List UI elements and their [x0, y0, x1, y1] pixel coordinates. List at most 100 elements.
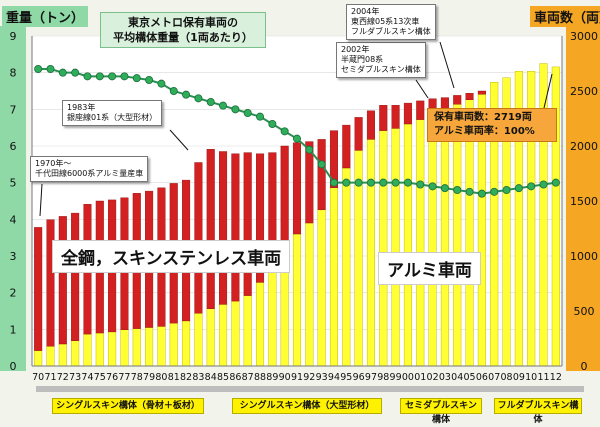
weight-point	[194, 94, 203, 103]
x-tick-label: 82	[180, 372, 192, 383]
x-tick-label: 86	[229, 372, 241, 383]
left-tick-label: 9	[10, 30, 17, 43]
alu-bar	[95, 332, 104, 367]
note-1983: 1983年 銀座線01系（大型形材）	[62, 100, 163, 126]
phase-label-3: セミダブルスキン構体	[400, 398, 482, 425]
steel-bar	[366, 110, 375, 140]
alu-bar	[329, 187, 338, 367]
alu-bar	[379, 130, 388, 367]
x-tick-label: 97	[365, 372, 377, 383]
weight-point	[71, 68, 80, 77]
phase-arrow-3	[398, 386, 484, 392]
x-tick-label: 01	[414, 372, 426, 383]
x-tick-label: 08	[500, 372, 512, 383]
steel-bar	[391, 105, 400, 129]
x-tick-label: 88	[254, 372, 266, 383]
weight-point	[477, 189, 486, 198]
weight-point	[34, 65, 43, 74]
x-tick-label: 85	[217, 372, 229, 383]
weight-point	[206, 98, 215, 107]
weight-point	[280, 127, 289, 136]
summary-line-1: 保有車両数：2719両	[434, 112, 532, 123]
alu-bar	[268, 271, 277, 367]
weight-point	[182, 90, 191, 99]
x-tick-label: 70	[32, 372, 44, 383]
right-tick-label: 3000	[570, 30, 598, 43]
right-tick-label: 0	[581, 360, 588, 373]
alu-bar	[391, 128, 400, 367]
alu-bar	[416, 119, 425, 367]
steel-bar	[206, 149, 215, 310]
weight-point	[514, 184, 523, 193]
left-tick-label: 1	[10, 323, 17, 336]
x-tick-label: 81	[168, 372, 180, 383]
alu-series-label: アルミ車両	[378, 252, 481, 285]
weight-point	[551, 178, 560, 187]
steel-bar	[342, 124, 351, 169]
x-tick-label: 94	[328, 372, 340, 383]
alu-bar	[169, 322, 178, 367]
note-1970: 1970年～ 千代田線6000系アルミ量産車	[30, 156, 149, 182]
right-axis-title: 車両数（両）	[530, 6, 600, 27]
x-tick-label: 07	[488, 372, 500, 383]
note-2004-line-3: フルダブルスキン構体	[351, 27, 431, 36]
left-tick-label: 2	[10, 287, 17, 300]
alu-bar	[120, 329, 129, 367]
x-tick-label: 90	[279, 372, 291, 383]
weight-point	[243, 109, 252, 118]
weight-point	[428, 182, 437, 191]
left-tick-label: 8	[10, 67, 17, 80]
x-tick-label: 80	[155, 372, 167, 383]
x-tick-label: 03	[439, 372, 451, 383]
steel-bar	[416, 100, 425, 120]
x-tick-label: 71	[44, 372, 56, 383]
note-1970-line-2: 千代田線6000系アルミ量産車	[35, 169, 144, 178]
alu-bar	[83, 333, 92, 367]
phase-arrow-2	[226, 386, 398, 392]
weight-point	[490, 187, 499, 196]
x-tick-label: 76	[106, 372, 118, 383]
left-axis-title: 重量（トン）	[2, 6, 89, 27]
summary-arrow	[543, 73, 553, 109]
chart-title-line-1: 東京メトロ保有車両の	[128, 16, 238, 29]
alu-bar	[453, 103, 462, 367]
weight-point	[453, 185, 462, 194]
note-2002-line-2: 半蔵門08系	[341, 55, 384, 64]
phase-arrow-4	[484, 386, 584, 392]
x-tick-label: 11	[537, 372, 549, 383]
x-tick-label: 06	[476, 372, 488, 383]
note-1970-line-1: 1970年～	[35, 159, 72, 168]
steel-bar	[292, 142, 302, 235]
steel-bar	[280, 145, 289, 255]
x-tick-label: 77	[118, 372, 130, 383]
steel-bar	[46, 219, 55, 347]
weight-point	[58, 68, 67, 77]
x-tick-label: 04	[451, 372, 463, 383]
alu-bar	[440, 108, 449, 367]
weight-point	[440, 184, 449, 193]
weight-point	[132, 74, 141, 83]
note-2004-arrow	[439, 41, 455, 89]
alu-bar	[145, 327, 154, 367]
left-tick-label: 5	[10, 177, 17, 190]
note-1970-arrow	[39, 183, 43, 217]
steel-bar	[440, 97, 449, 109]
x-tick-label: 84	[205, 372, 217, 383]
steel-bar	[231, 153, 240, 302]
alu-bar	[108, 331, 117, 367]
note-2002-arrow	[415, 79, 429, 99]
x-tick-label: 12	[550, 372, 562, 383]
x-tick-label: 79	[143, 372, 155, 383]
note-1983-line-2: 銀座線01系（大型形材）	[67, 113, 158, 122]
right-tick-label: 2000	[570, 140, 598, 153]
left-tick-label: 4	[10, 213, 17, 226]
steel-bar	[403, 102, 412, 125]
weight-point	[416, 180, 425, 189]
steel-bar	[329, 130, 338, 189]
x-tick-label: 98	[377, 372, 389, 383]
note-2002: 2002年 半蔵門08系 セミダブルスキン構体	[336, 42, 426, 78]
summary-line-2: アルミ車両率：100%	[434, 126, 535, 137]
x-tick-label: 99	[390, 372, 402, 383]
steel-bar	[256, 153, 265, 283]
